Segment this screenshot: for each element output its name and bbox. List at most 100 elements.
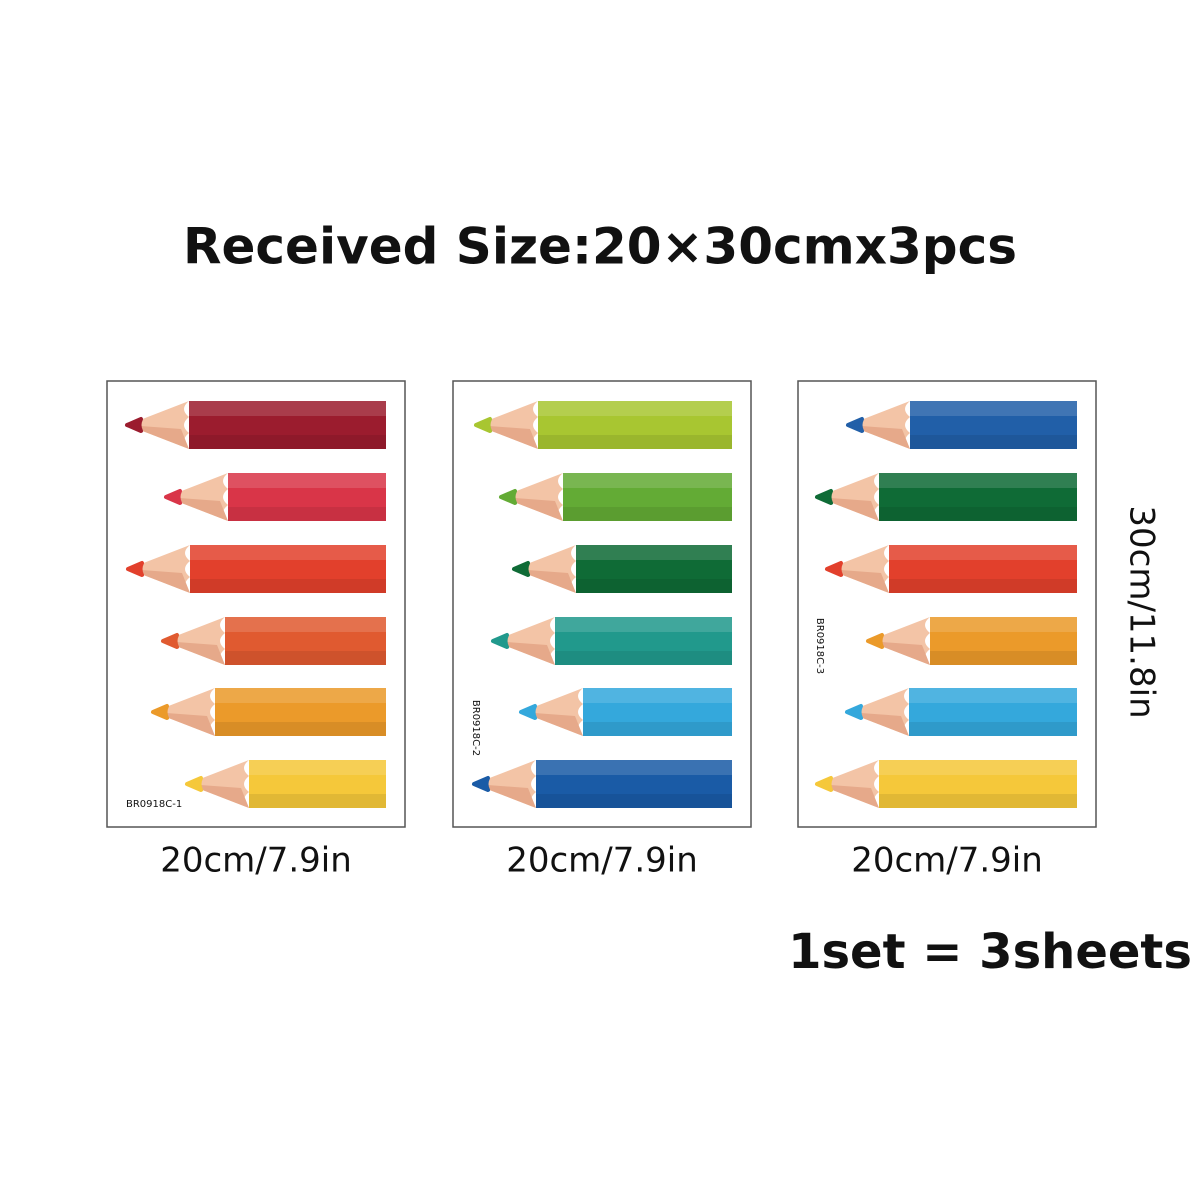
pencil-body bbox=[215, 688, 386, 736]
pencil-lead bbox=[846, 417, 864, 433]
pencil bbox=[125, 401, 386, 449]
pencil-shade bbox=[538, 435, 732, 449]
pencil-lead bbox=[512, 561, 530, 577]
pencil-shade bbox=[228, 507, 386, 521]
pencil-highlight bbox=[909, 688, 1077, 703]
pencil-lead bbox=[866, 633, 884, 649]
pencil bbox=[126, 545, 386, 593]
pencil-lead bbox=[491, 633, 509, 649]
pencil-highlight bbox=[215, 688, 386, 703]
pencil-highlight bbox=[879, 760, 1077, 775]
pencil-highlight bbox=[536, 760, 732, 775]
pencil-body bbox=[879, 760, 1077, 808]
pencil-body bbox=[538, 401, 732, 449]
set-note: 1set = 3sheets bbox=[788, 924, 1192, 980]
pencil bbox=[151, 688, 386, 736]
pencil-body bbox=[249, 760, 386, 808]
pencil bbox=[491, 617, 732, 665]
pencil-shade bbox=[190, 579, 386, 593]
pencil-highlight bbox=[889, 545, 1077, 560]
pencil-highlight bbox=[538, 401, 732, 416]
pencil-highlight bbox=[563, 473, 732, 488]
height-label: 30cm/11.8in bbox=[1122, 505, 1162, 718]
sheet-border bbox=[797, 380, 1097, 828]
pencil bbox=[845, 688, 1077, 736]
pencil bbox=[866, 617, 1077, 665]
pencil-highlight bbox=[189, 401, 386, 416]
pencil-shade bbox=[536, 794, 732, 808]
pencil-body bbox=[190, 545, 386, 593]
pencil-highlight bbox=[225, 617, 386, 632]
pencil-shade bbox=[189, 435, 386, 449]
pencil bbox=[185, 760, 386, 808]
pencil-lead bbox=[151, 704, 169, 720]
pencil bbox=[164, 473, 386, 521]
pencil-lead bbox=[499, 489, 517, 505]
pencil-lead bbox=[815, 489, 833, 505]
pencil bbox=[519, 688, 732, 736]
pencil-body bbox=[563, 473, 732, 521]
pencil-body bbox=[228, 473, 386, 521]
pencil-body bbox=[536, 760, 732, 808]
pencil-shade bbox=[879, 507, 1077, 521]
sheet: BR0918C-3 20cm/7.9in bbox=[797, 380, 1097, 881]
pencil-lead bbox=[125, 417, 143, 433]
pencil-highlight bbox=[228, 473, 386, 488]
title: Received Size:20×30cmx3pcs bbox=[183, 218, 1017, 276]
sheet-code: BR0918C-3 bbox=[814, 618, 825, 674]
pencil bbox=[846, 401, 1077, 449]
pencil-highlight bbox=[190, 545, 386, 560]
pencil-body bbox=[555, 617, 732, 665]
pencil-lead bbox=[845, 704, 863, 720]
pencil-body bbox=[889, 545, 1077, 593]
pencil-shade bbox=[215, 722, 386, 736]
pencil-shade bbox=[930, 651, 1077, 665]
pencil-shade bbox=[583, 722, 732, 736]
pencil-shade bbox=[563, 507, 732, 521]
pencil-lead bbox=[825, 561, 843, 577]
pencil bbox=[815, 473, 1077, 521]
pencil-body bbox=[910, 401, 1077, 449]
pencil bbox=[499, 473, 732, 521]
pencil-lead bbox=[126, 561, 144, 577]
pencil-lead bbox=[815, 776, 833, 792]
width-label: 20cm/7.9in bbox=[506, 841, 698, 881]
width-label: 20cm/7.9in bbox=[160, 841, 352, 881]
pencil-body bbox=[583, 688, 732, 736]
pencil-highlight bbox=[555, 617, 732, 632]
pencil-highlight bbox=[249, 760, 386, 775]
pencil-highlight bbox=[879, 473, 1077, 488]
pencil-highlight bbox=[576, 545, 732, 560]
pencil-body bbox=[909, 688, 1077, 736]
pencil-shade bbox=[909, 722, 1077, 736]
pencil-highlight bbox=[583, 688, 732, 703]
pencil-lead bbox=[474, 417, 492, 433]
sheet: BR0918C-2 20cm/7.9in bbox=[452, 380, 752, 881]
pencil-shade bbox=[576, 579, 732, 593]
pencil-shade bbox=[225, 651, 386, 665]
sheet-code: BR0918C-2 bbox=[470, 700, 481, 756]
pencil-body bbox=[189, 401, 386, 449]
sheet-border bbox=[106, 380, 406, 828]
pencil-body bbox=[879, 473, 1077, 521]
sheet: BR0918C-1 20cm/7.9in bbox=[106, 380, 406, 881]
pencil-lead bbox=[472, 776, 490, 792]
pencil bbox=[512, 545, 732, 593]
pencil bbox=[815, 760, 1077, 808]
pencil bbox=[474, 401, 732, 449]
pencil-lead bbox=[164, 489, 182, 505]
pencil-shade bbox=[879, 794, 1077, 808]
pencil-highlight bbox=[930, 617, 1077, 632]
pencil-shade bbox=[910, 435, 1077, 449]
width-label: 20cm/7.9in bbox=[851, 841, 1043, 881]
pencil-lead bbox=[185, 776, 203, 792]
sheet-border bbox=[452, 380, 752, 828]
sheet-code: BR0918C-1 bbox=[126, 799, 182, 810]
pencil-body bbox=[225, 617, 386, 665]
pencil-shade bbox=[249, 794, 386, 808]
pencil-shade bbox=[889, 579, 1077, 593]
pencil bbox=[472, 760, 732, 808]
pencil-body bbox=[930, 617, 1077, 665]
